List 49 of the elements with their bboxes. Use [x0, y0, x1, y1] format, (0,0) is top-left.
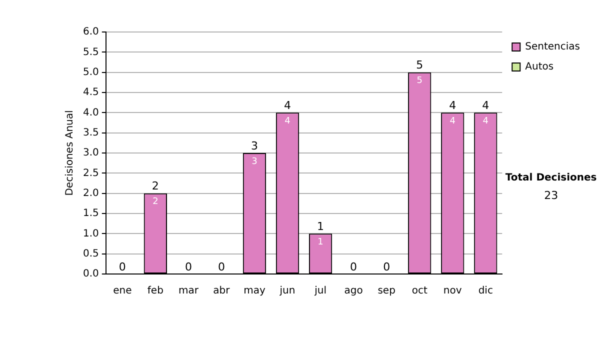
x-tick-label: nov — [443, 286, 462, 297]
data-label: 4 — [450, 116, 456, 127]
x-tick-label: sep — [378, 286, 396, 297]
y-tick-label: 3.0 — [82, 148, 99, 159]
x-tick-label: ene — [113, 286, 132, 297]
x-tick-label: oct — [412, 286, 428, 297]
text: Total Decisiones — [505, 172, 597, 184]
y-tick-label: 1.0 — [82, 228, 99, 240]
text: 23 — [544, 188, 558, 202]
x-tick-label: may — [244, 286, 266, 297]
data-label: 2 — [152, 197, 158, 208]
data-label: 4 — [284, 116, 291, 127]
total-label: 1 — [317, 220, 324, 234]
total-label: 0 — [184, 260, 192, 274]
y-tick-label: 2.0 — [82, 188, 99, 199]
total-label: 3 — [250, 139, 258, 152]
y-tick-label: 5.5 — [82, 46, 99, 58]
x-tick-label: abr — [213, 286, 231, 297]
x-tick-label: jun — [278, 286, 296, 297]
total-label: 4 — [284, 99, 292, 112]
x-tick-label: jul — [314, 286, 326, 297]
y-tick-label: 0.5 — [82, 248, 99, 260]
y-tick-label: 4.0 — [82, 107, 99, 118]
x-tick-label: mar — [178, 286, 200, 297]
x-tick-label: feb — [147, 286, 164, 297]
x-tick-label: ago — [344, 286, 363, 297]
data-label: 5 — [416, 76, 422, 86]
x-tick-label: dic — [478, 286, 493, 297]
total-label: 5 — [416, 58, 424, 72]
legend-label: Sentencias — [525, 42, 580, 53]
total-label: 4 — [449, 99, 456, 112]
total-label: 0 — [218, 260, 225, 274]
total-label: 4 — [482, 99, 490, 112]
total-label: 0 — [350, 260, 358, 274]
y-tick-label: 3.5 — [82, 127, 99, 138]
data-label: 4 — [482, 116, 489, 127]
total-label: 0 — [118, 260, 126, 274]
y-axis-title: Decisiones Anual — [64, 110, 76, 196]
y-tick-label: 0.0 — [82, 268, 99, 280]
data-label: 3 — [252, 156, 258, 167]
y-tick-label: 4.5 — [82, 87, 99, 98]
legend-label: Autos — [525, 62, 554, 73]
total-label: 2 — [152, 180, 159, 193]
y-tick-label: 1.5 — [82, 208, 99, 220]
data-label: 1 — [318, 238, 324, 248]
y-tick-label: 6.0 — [82, 26, 99, 38]
y-tick-label: 5.0 — [82, 66, 99, 78]
total-label: 0 — [383, 260, 390, 274]
y-tick-label: 2.5 — [82, 168, 99, 179]
